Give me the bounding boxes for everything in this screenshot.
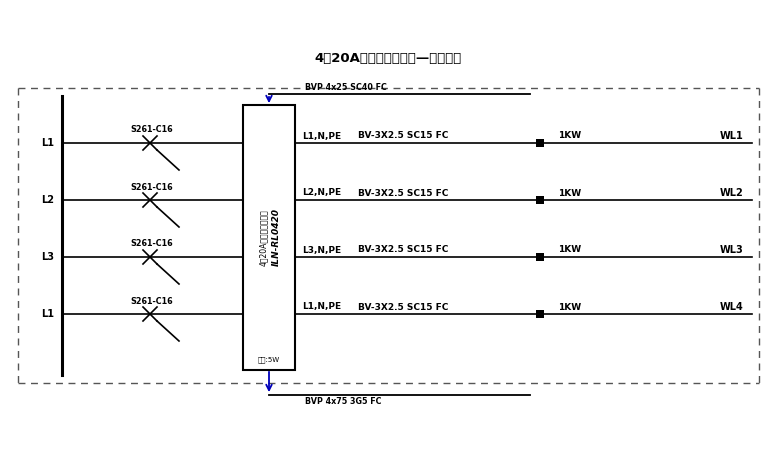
Text: L2,N,PE: L2,N,PE [302,189,341,197]
Text: WL2: WL2 [720,188,744,198]
Text: WL4: WL4 [720,302,744,312]
Text: 功耗:5W: 功耗:5W [258,357,280,363]
Text: L2: L2 [41,195,54,205]
Text: ILN-RL0420: ILN-RL0420 [271,209,280,266]
Text: BV-3X2.5 SC15 FC: BV-3X2.5 SC15 FC [358,303,448,311]
Text: S261-C16: S261-C16 [131,126,173,135]
Text: 1KW: 1KW [558,245,581,255]
Bar [536,196,544,204]
Text: BVP 4x75 3G5 FC: BVP 4x75 3G5 FC [305,397,382,406]
Bar [243,105,295,370]
Text: L3,N,PE: L3,N,PE [302,245,341,255]
Text: BV-3X2.5 SC15 FC: BV-3X2.5 SC15 FC [358,189,448,197]
Text: L1: L1 [41,309,54,319]
Text: BV-3X2.5 SC15 FC: BV-3X2.5 SC15 FC [358,131,448,141]
Text: 1KW: 1KW [558,189,581,197]
Text: 1KW: 1KW [558,303,581,311]
Text: S261-C16: S261-C16 [131,240,173,249]
Text: L1,N,PE: L1,N,PE [302,303,341,311]
Text: L1: L1 [41,138,54,148]
Bar [536,253,544,261]
Text: WL3: WL3 [720,245,744,255]
Text: BV-3X2.5 SC15 FC: BV-3X2.5 SC15 FC [358,245,448,255]
Text: L3: L3 [41,252,54,262]
Text: WL1: WL1 [720,131,744,141]
Text: S261-C16: S261-C16 [131,182,173,191]
Bar [536,310,544,318]
Text: L1,N,PE: L1,N,PE [302,131,341,141]
Text: BVP 4x25 SC40 FC: BVP 4x25 SC40 FC [305,83,387,92]
Text: 4路20A智能继电器模块: 4路20A智能继电器模块 [259,209,267,266]
Text: 4路20A智能继电器模块—系统图示: 4路20A智能继电器模块—系统图示 [315,52,462,65]
Text: S261-C16: S261-C16 [131,296,173,305]
Bar [536,139,544,147]
Text: 1KW: 1KW [558,131,581,141]
